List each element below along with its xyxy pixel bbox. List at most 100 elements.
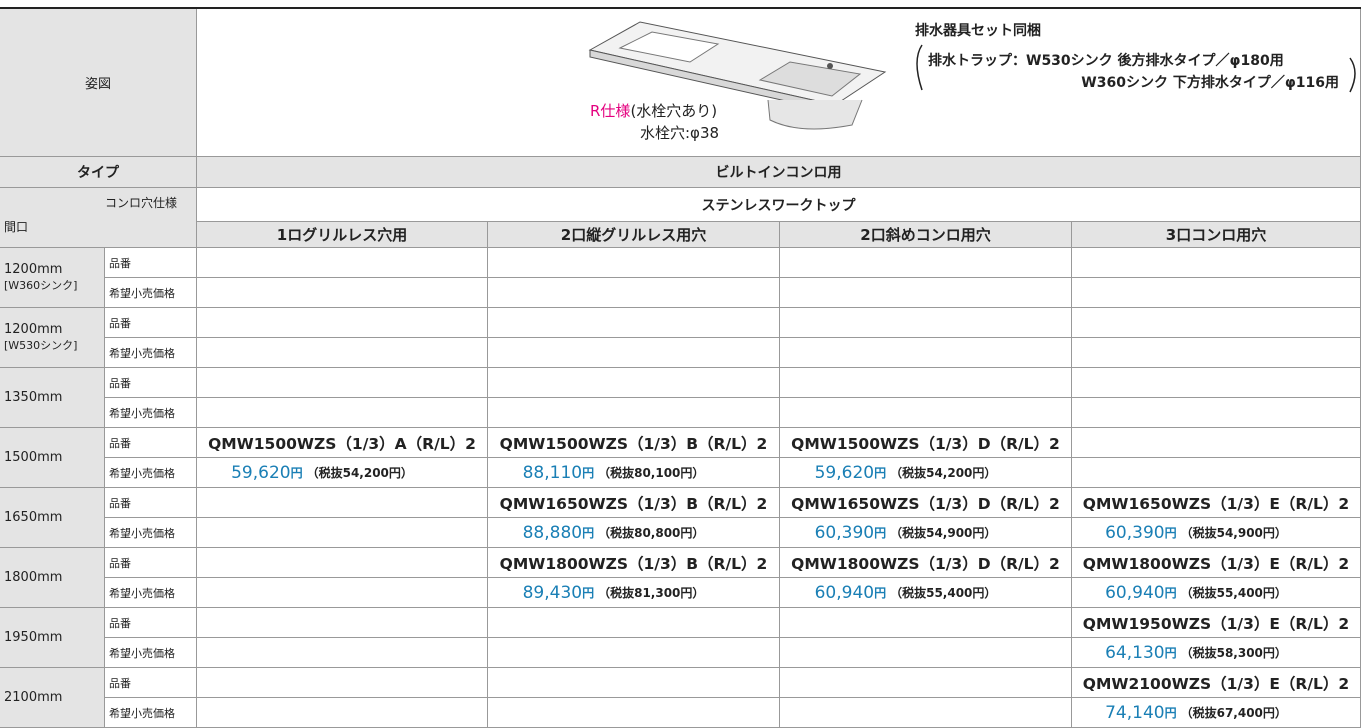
price-cell: 59,620 円（税抜54,200円）: [780, 458, 1072, 488]
code-cell: [197, 608, 488, 638]
spec-note: R仕様(水栓穴あり): [590, 100, 717, 121]
price: 60,940: [814, 582, 875, 603]
type-label: タイプ: [0, 157, 197, 188]
yen: 円: [874, 526, 887, 540]
tax-price: （税抜67,400円）: [1180, 706, 1287, 720]
price-cell: [780, 278, 1072, 308]
price-cell: [488, 698, 780, 728]
product-code: QMW1500WZS（1/3）A（R/L）2: [208, 434, 476, 453]
faucet-note: 水栓穴:φ38: [640, 124, 720, 142]
row-width: 1200mm [W360シンク]: [0, 248, 105, 308]
product-code: QMW2100WZS（1/3）E（R/L）2: [1082, 674, 1350, 693]
row-width: 1500mm: [0, 428, 105, 488]
row-width: 1950mm: [0, 608, 105, 668]
price-cell: 60,390 円（税抜54,900円）: [1072, 518, 1361, 548]
price: 64,130: [1105, 642, 1165, 663]
price: 60,940: [1105, 582, 1165, 603]
price-label: 希望小売価格: [105, 518, 197, 548]
price-cell: 59,620 円（税抜54,200円）: [197, 458, 488, 488]
price-cell: [488, 278, 780, 308]
code-cell: QMW1650WZS（1/3）B（R/L）2: [488, 488, 780, 518]
price-cell: [1072, 338, 1361, 368]
price-cell: [197, 398, 488, 428]
code-cell: QMW1950WZS（1/3）E（R/L）2: [1072, 608, 1361, 638]
price-cell: [780, 638, 1072, 668]
price-label: 希望小売価格: [105, 338, 197, 368]
price-cell: [197, 578, 488, 608]
price-cell: [780, 398, 1072, 428]
product-code: QMW1650WZS（1/3）D（R/L）2: [791, 494, 1060, 513]
yen: 円: [582, 526, 595, 540]
product-code: QMW1950WZS（1/3）E（R/L）2: [1082, 614, 1350, 633]
price-cell: 60,940 円（税抜55,400円）: [780, 578, 1072, 608]
price: 60,390: [1105, 522, 1165, 543]
width-note: [W530シンク]: [4, 339, 78, 352]
width: 1800mm: [4, 570, 63, 585]
price-label: 希望小売価格: [105, 578, 197, 608]
code-label: 品番: [105, 668, 197, 698]
price-cell: [197, 338, 488, 368]
price-cell: 88,110 円（税抜80,100円）: [488, 458, 780, 488]
hole-header: コンロ穴仕様: [105, 188, 197, 248]
product-code: QMW1500WZS（1/3）D（R/L）2: [791, 434, 1060, 453]
code-cell: QMW2100WZS（1/3）E（R/L）2: [1072, 668, 1361, 698]
code-cell: [780, 608, 1072, 638]
width: 1350mm: [4, 390, 63, 405]
width: 1650mm: [4, 510, 63, 525]
yen: 円: [874, 466, 887, 480]
price: 88,880: [522, 522, 583, 543]
price-cell: 89,430 円（税抜81,300円）: [488, 578, 780, 608]
drain-1: 排水トラップ：W530シンク 後方排水タイプ／φ180用: [928, 53, 1284, 69]
column-header: 2口斜めコンロ用穴: [780, 222, 1072, 248]
code-cell: [488, 308, 780, 338]
product-code: QMW1650WZS（1/3）E（R/L）2: [1082, 494, 1350, 513]
code-cell: QMW1650WZS（1/3）D（R/L）2: [780, 488, 1072, 518]
price: 59,620: [814, 462, 875, 483]
width: 1200mm: [4, 322, 63, 337]
width: 1950mm: [4, 630, 63, 645]
code-label: 品番: [105, 548, 197, 578]
tax-price: （税抜55,400円）: [890, 586, 997, 600]
drain-2: W360シンク 下方排水タイプ／φ116用: [1081, 75, 1339, 91]
code-cell: QMW1500WZS（1/3）B（R/L）2: [488, 428, 780, 458]
width: 1500mm: [4, 450, 63, 465]
price-cell: 74,140 円（税抜67,400円）: [1072, 698, 1361, 728]
type-value: ビルトインコンロ用: [197, 157, 1361, 188]
figure-label: 姿図: [0, 9, 197, 157]
tax-price: （税抜55,400円）: [1180, 586, 1287, 600]
price-cell: 60,940 円（税抜55,400円）: [1072, 578, 1361, 608]
tax-price: （税抜58,300円）: [1180, 646, 1287, 660]
spec-rest: (水栓穴あり): [630, 102, 718, 120]
code-label: 品番: [105, 428, 197, 458]
yen: 円: [582, 466, 595, 480]
product-code: QMW1650WZS（1/3）B（R/L）2: [499, 494, 768, 513]
code-label: 品番: [105, 488, 197, 518]
code-cell: QMW1500WZS（1/3）A（R/L）2: [197, 428, 488, 458]
yen: 円: [1164, 586, 1177, 600]
product-code: QMW1800WZS（1/3）E（R/L）2: [1082, 554, 1350, 573]
row-width: 1650mm: [0, 488, 105, 548]
code-cell: QMW1800WZS（1/3）E（R/L）2: [1072, 548, 1361, 578]
code-cell: [780, 368, 1072, 398]
price-cell: [1072, 458, 1361, 488]
price-cell: [780, 338, 1072, 368]
code-cell: [197, 248, 488, 278]
width-note: [W360シンク]: [4, 279, 78, 292]
code-cell: [1072, 368, 1361, 398]
code-cell: [197, 308, 488, 338]
tax-price: （税抜54,900円）: [1180, 526, 1287, 540]
price: 88,110: [522, 462, 583, 483]
width-header: 間口: [0, 188, 105, 248]
price-cell: [780, 698, 1072, 728]
spec-r: R仕様: [590, 102, 631, 120]
width: 2100mm: [4, 690, 63, 705]
price-label: 希望小売価格: [105, 278, 197, 308]
code-cell: [1072, 308, 1361, 338]
code-cell: [197, 488, 488, 518]
code-cell: [488, 668, 780, 698]
price: 74,140: [1105, 702, 1165, 723]
price-label: 希望小売価格: [105, 698, 197, 728]
material: ステンレスワークトップ: [197, 188, 1361, 222]
column-header: 2口縦グリルレス用穴: [488, 222, 780, 248]
